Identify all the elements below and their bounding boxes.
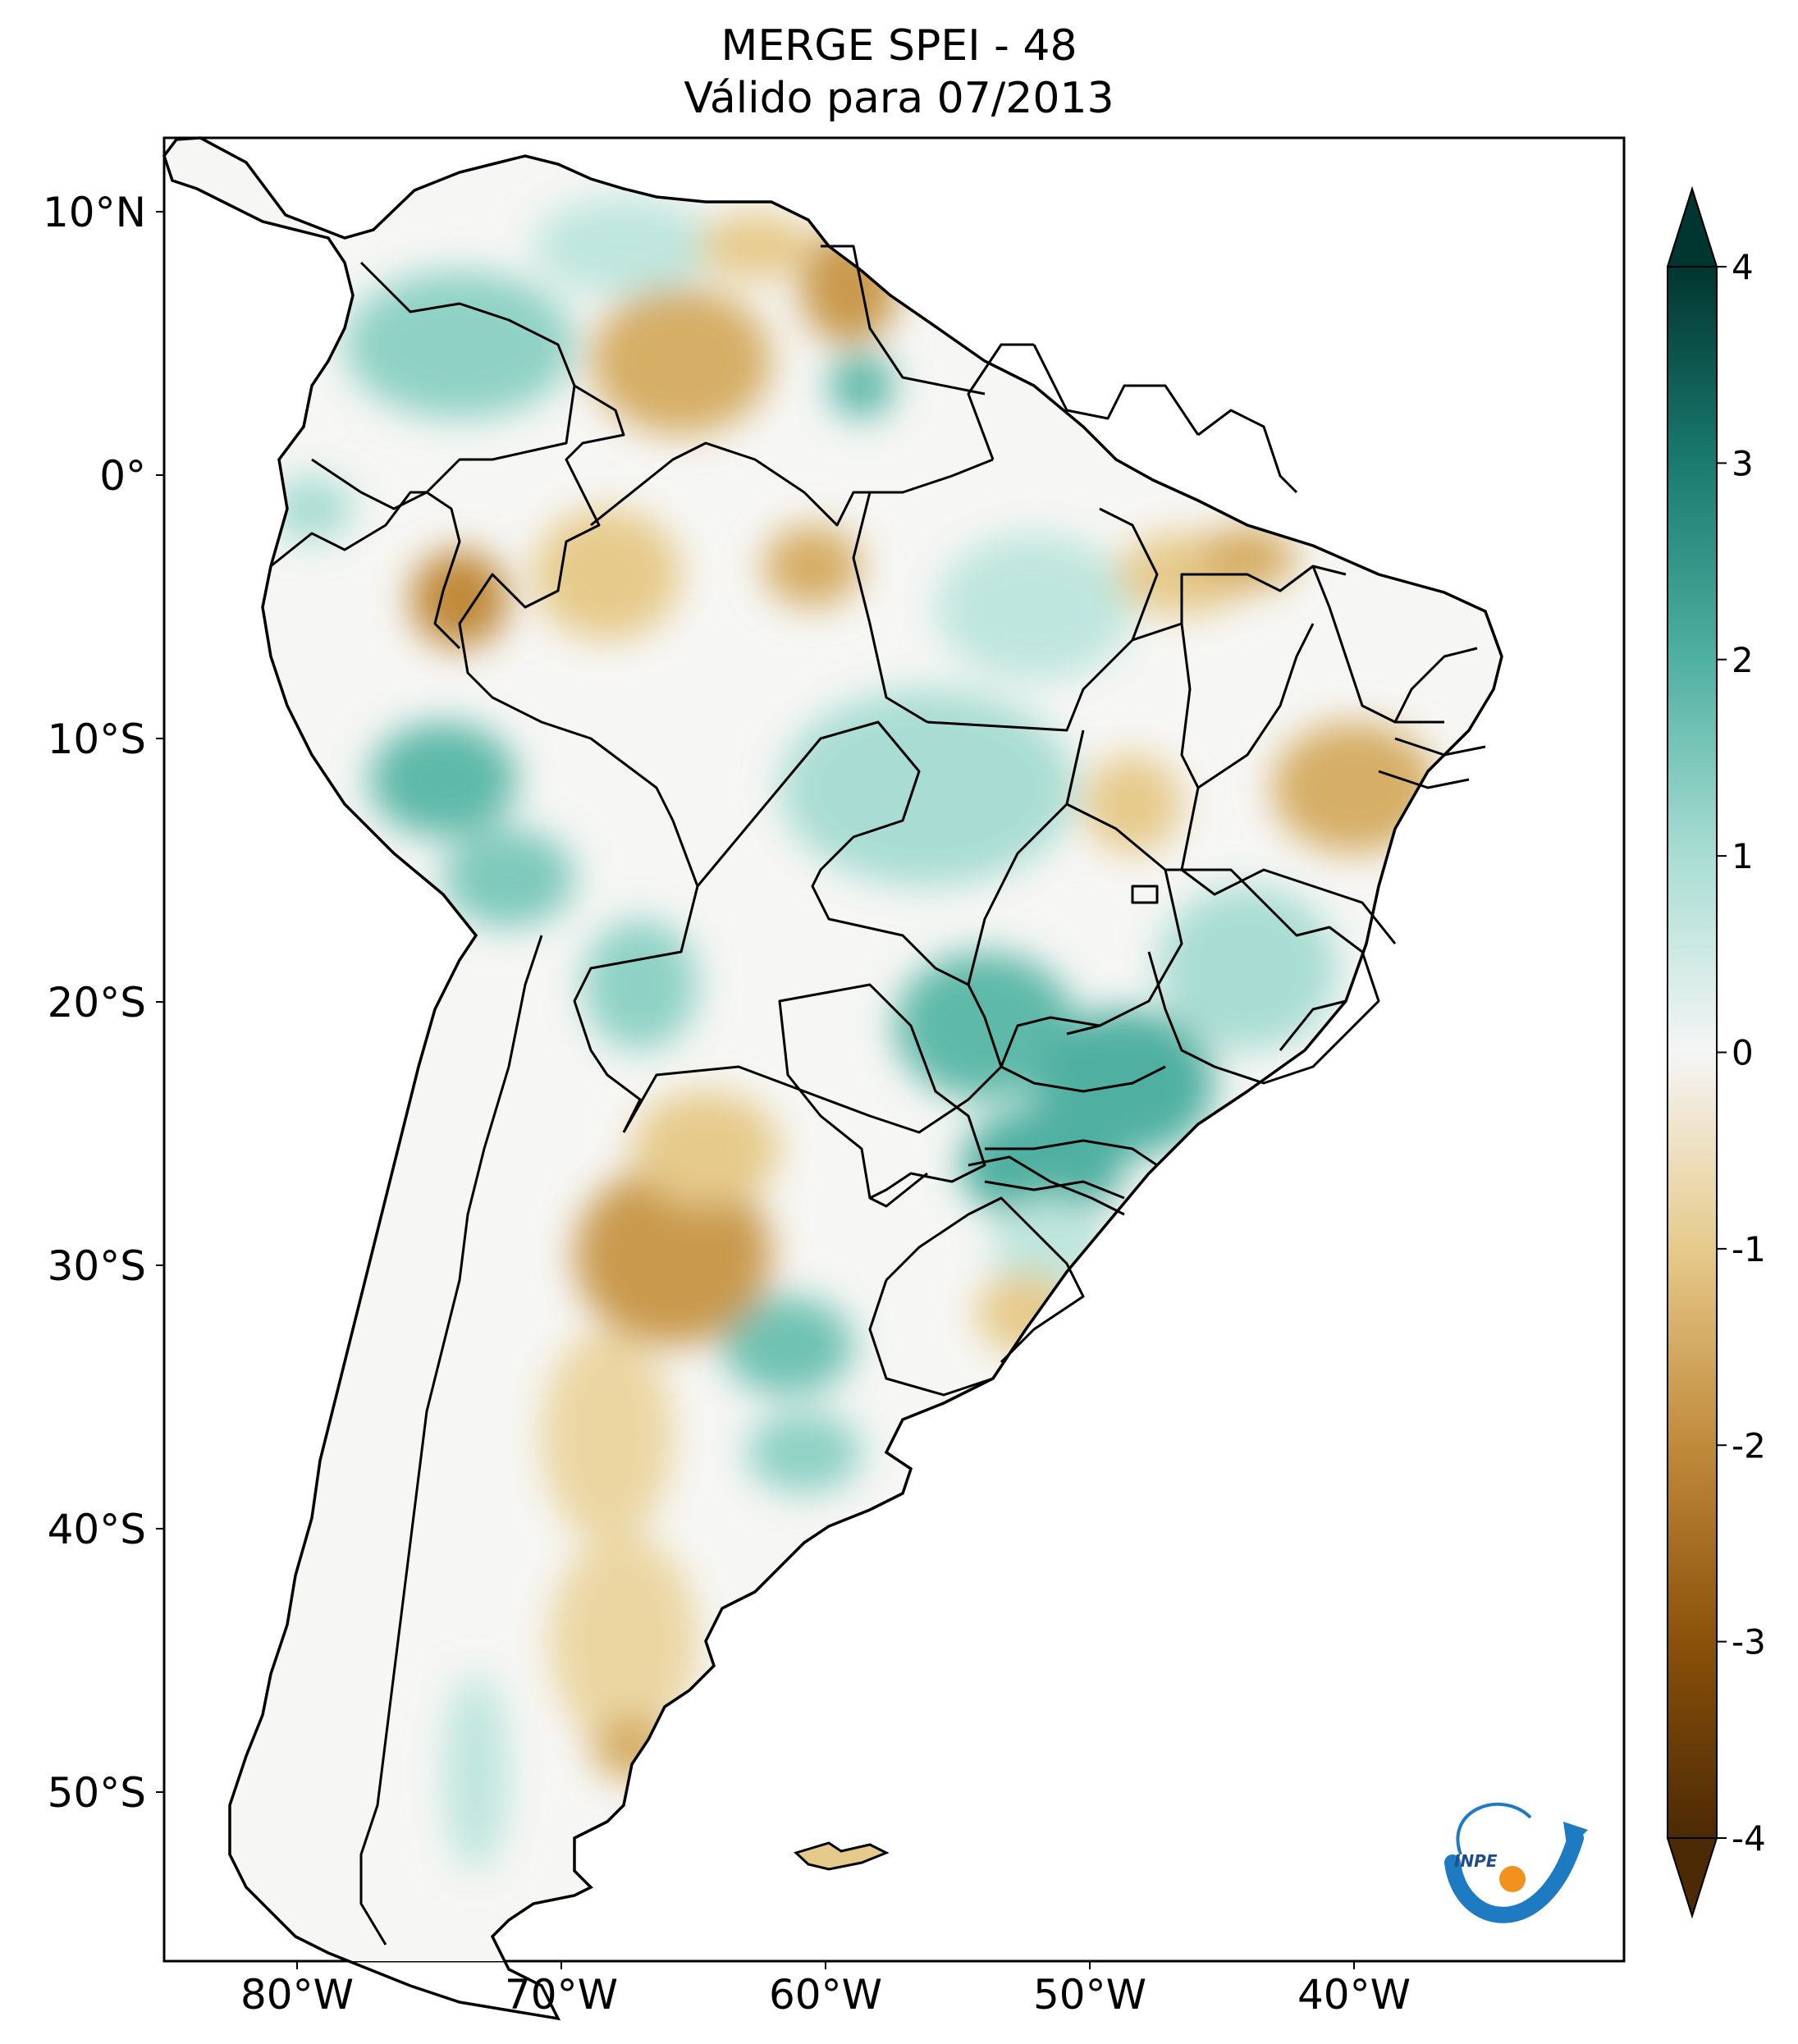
chile-argentina-border xyxy=(359,935,543,1946)
lat-axis-labels: 10°N 0° 10°S 20°S 30°S 40°S 50°S xyxy=(43,189,164,1817)
amazonas-state-border xyxy=(852,492,928,724)
lat-tick-label: 40°S xyxy=(48,1506,146,1553)
parana-border xyxy=(985,1139,1158,1167)
political-borders xyxy=(270,245,1486,1946)
tocantins-border xyxy=(1180,623,1200,789)
espirito-santo-border xyxy=(1279,999,1347,1051)
map-title-line2: Válido para 07/2013 xyxy=(684,74,1114,123)
venezuela-brazil-border xyxy=(590,441,994,527)
colorbar-tick-label: -1 xyxy=(1732,1229,1766,1269)
falkland-islands xyxy=(794,1841,890,1871)
logo-text: INPE xyxy=(1454,1851,1498,1871)
lat-tick-label: 0° xyxy=(99,452,146,500)
federal-district-border xyxy=(1131,885,1159,904)
lon-axis-labels: 80°W 70°W 60°W 50°W 40°W xyxy=(240,1961,1411,2019)
argentina-paraguay-border xyxy=(869,1172,928,1208)
lat-tick-label: 30°S xyxy=(48,1242,146,1290)
uruguay-border xyxy=(885,1196,1085,1364)
minas-gerais-border xyxy=(1147,868,1380,1085)
mato-grosso-border xyxy=(967,729,1085,985)
logo-orbit-arc xyxy=(1456,1802,1532,1855)
piaui-border xyxy=(1197,623,1315,789)
colorbar: 4 3 2 1 0 -1 -2 -3 -4 xyxy=(1666,185,1766,1919)
lon-tick-label: 50°W xyxy=(1033,1971,1146,2019)
lat-tick-label: 50°S xyxy=(48,1769,146,1817)
logo-arrow-icon xyxy=(1563,1822,1588,1850)
pernambuco-border xyxy=(1394,737,1486,757)
colorbar-extend-top xyxy=(1666,185,1718,268)
lat-tick-label: 10°S xyxy=(48,716,146,763)
ecuador-border xyxy=(270,491,461,650)
suriname-border xyxy=(1032,344,1200,436)
lon-tick-label: 70°W xyxy=(505,1971,618,2019)
sao-paulo-border xyxy=(1000,1016,1166,1093)
colorbar-tick-label: 1 xyxy=(1732,836,1754,876)
guyana-border xyxy=(967,343,1034,460)
alagoas-border xyxy=(1378,770,1470,789)
peru-bolivia-border xyxy=(573,820,699,1133)
inpe-logo: INPE xyxy=(1444,1802,1588,1923)
map-title-line1: MERGE SPEI - 48 xyxy=(721,21,1077,71)
lon-tick-label: 80°W xyxy=(240,1971,354,2019)
colorbar-tick-label: -4 xyxy=(1732,1818,1766,1859)
lon-tick-label: 40°W xyxy=(1297,1971,1411,2019)
french-guiana-border xyxy=(1197,409,1298,494)
uruguay-west-border xyxy=(868,1279,994,1397)
lat-tick-label: 20°S xyxy=(48,979,146,1027)
lon-tick-label: 60°W xyxy=(769,1971,882,2019)
colorbar-tick-label: -3 xyxy=(1732,1622,1766,1662)
rn-border xyxy=(1393,647,1478,723)
colorbar-tick-label: 4 xyxy=(1732,247,1754,287)
colorbar-tick-label: 2 xyxy=(1732,640,1754,680)
colorbar-extend-bottom xyxy=(1666,1837,1718,1919)
brazil-argentina-border xyxy=(968,1155,1125,1216)
bolivia-brazil-border xyxy=(696,720,1003,1068)
bolivia-argentina-border xyxy=(622,1065,1003,1134)
venezuela-guyana-border xyxy=(821,245,986,396)
colombia-peru-border xyxy=(458,384,675,821)
ceara-border xyxy=(1311,565,1444,724)
logo-swoosh xyxy=(1444,1830,1584,1923)
colorbar-tick-label: 3 xyxy=(1732,443,1754,483)
paraguay-border xyxy=(778,983,986,1200)
colorbar-tick-label: 0 xyxy=(1732,1033,1754,1073)
santa-catarina-border xyxy=(984,1180,1125,1200)
colorbar-ticks: 4 3 2 1 0 -1 -2 -3 -4 xyxy=(1717,247,1766,1859)
lat-tick-label: 10°N xyxy=(43,189,146,236)
colorbar-body xyxy=(1667,266,1718,1839)
logo-dot xyxy=(1499,1866,1526,1892)
colorbar-tick-label: -2 xyxy=(1732,1425,1766,1466)
